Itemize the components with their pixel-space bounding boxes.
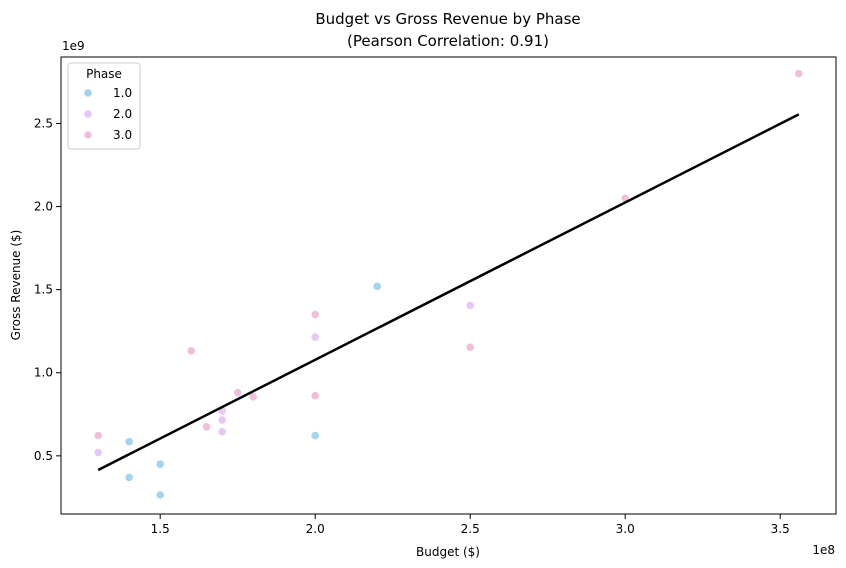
data-point: [124, 472, 134, 483]
legend-entry-label: 3.0: [113, 128, 132, 142]
data-point: [310, 309, 320, 320]
x-tick-label: 2.0: [306, 522, 325, 536]
legend-entry-label: 2.0: [113, 107, 132, 121]
x-axis-label: Budget ($): [416, 545, 480, 559]
y-axis-label: Gross Revenue ($): [9, 230, 23, 341]
data-point: [310, 430, 320, 441]
y-tick-label: 0.5: [34, 449, 53, 463]
data-point: [794, 69, 804, 79]
data-point: [124, 437, 134, 447]
data-point: [202, 422, 212, 432]
chart-subtitle: (Pearson Correlation: 0.91): [347, 32, 549, 50]
x-axis-ticks: 1.5 2.0 2.5 3.0 3.5: [151, 514, 790, 536]
legend-marker: [83, 109, 93, 119]
y-tick-label: 1.5: [34, 283, 53, 297]
legend: Phase 1.0 2.0 3.0: [67, 62, 141, 150]
data-point: [217, 427, 227, 437]
legend-box: [67, 62, 141, 150]
data-point: [310, 332, 320, 342]
data-point: [217, 415, 227, 425]
x-tick-label: 3.5: [771, 522, 790, 536]
y-axis-offset-label: 1e9: [62, 39, 85, 53]
data-point: [155, 490, 165, 500]
data-point: [155, 459, 165, 469]
regression-line: [97, 113, 800, 472]
x-tick-label: 3.0: [616, 522, 635, 536]
plot-area-frame: [60, 56, 837, 515]
data-point: [372, 281, 382, 291]
data-point: [233, 388, 243, 398]
data-point: [310, 391, 320, 401]
regression-line-group: [97, 113, 800, 472]
data-point: [465, 342, 475, 352]
data-points: [93, 69, 804, 500]
y-axis-ticks: 0.5 1.0 1.5 2.0 2.5: [34, 116, 61, 463]
y-tick-label: 1.0: [34, 366, 53, 380]
legend-title: Phase: [86, 67, 122, 81]
data-point: [93, 430, 103, 441]
y-tick-label: 2.5: [34, 116, 53, 130]
y-tick-label: 2.0: [34, 200, 53, 214]
data-point: [465, 300, 475, 311]
data-point: [186, 346, 196, 356]
legend-marker: [83, 88, 93, 98]
legend-marker: [83, 130, 93, 140]
x-tick-label: 2.5: [461, 522, 480, 536]
legend-entry-label: 1.0: [113, 86, 132, 100]
data-point: [93, 447, 103, 458]
chart-title: Budget vs Gross Revenue by Phase: [315, 10, 580, 28]
x-tick-label: 1.5: [151, 522, 170, 536]
x-axis-offset-label: 1e8: [812, 543, 835, 557]
